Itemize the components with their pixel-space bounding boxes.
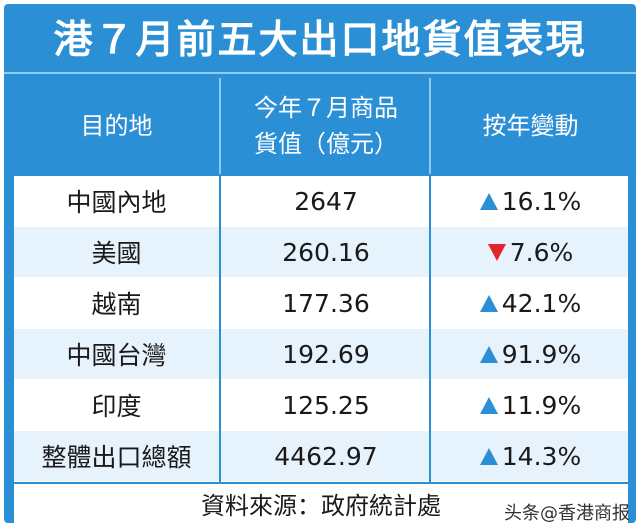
header-destination-label: 目的地	[80, 112, 153, 140]
up-triangle-icon	[479, 396, 498, 414]
table-row: 印度 125.25 11.9%	[14, 380, 628, 430]
header-destination: 目的地	[14, 78, 219, 174]
cell-value: 4462.97	[274, 441, 378, 471]
source-note: 資料來源：政府統計處	[14, 484, 628, 523]
title-divider	[4, 72, 636, 74]
table-row: 越南 177.36 42.1%	[14, 278, 628, 328]
table-title: 港７月前五大出口地貨值表現	[53, 18, 587, 63]
change-percent: 16.1%	[501, 186, 582, 216]
header-change: 按年變動	[433, 78, 628, 174]
cell-change: 14.3%	[433, 431, 628, 481]
column-divider	[219, 176, 221, 482]
header-divider	[219, 78, 221, 174]
header-value-line2: 貨值（億元）	[254, 130, 398, 158]
table-row: 中國台灣 192.69 91.9%	[14, 329, 628, 379]
cell-change: 11.9%	[433, 380, 628, 430]
up-triangle-icon	[479, 294, 498, 312]
column-divider	[429, 176, 431, 482]
cell-change: 16.1%	[433, 176, 628, 226]
cell-value: 125.25	[282, 390, 370, 420]
cell-destination: 中國台灣	[66, 341, 167, 370]
cell-destination: 中國內地	[66, 188, 167, 217]
table-header: 目的地 今年７月商品 貨值（億元） 按年變動	[14, 78, 628, 174]
cell-destination: 越南	[91, 290, 142, 319]
cell-destination: 美國	[91, 239, 142, 268]
down-triangle-icon	[487, 243, 506, 261]
change-percent: 42.1%	[501, 288, 582, 318]
header-value: 今年７月商品 貨值（億元）	[223, 78, 429, 174]
up-triangle-icon	[479, 447, 498, 465]
cell-destination: 整體出口總額	[41, 443, 192, 472]
change-percent: 7.6%	[509, 237, 574, 267]
up-triangle-icon	[479, 192, 498, 210]
cell-change: 7.6%	[433, 227, 628, 277]
table-frame: 港７月前五大出口地貨值表現 目的地 今年７月商品 貨值（億元） 按年變動 整體出…	[4, 4, 636, 523]
cell-change: 91.9%	[433, 329, 628, 379]
cell-value: 177.36	[282, 288, 370, 318]
cell-destination: 印度	[91, 392, 142, 421]
change-percent: 14.3%	[501, 441, 582, 471]
cell-value: 260.16	[282, 237, 370, 267]
cell-value: 192.69	[282, 339, 370, 369]
header-divider	[429, 78, 431, 174]
change-percent: 91.9%	[501, 339, 582, 369]
change-percent: 11.9%	[501, 390, 582, 420]
cell-value: 2647	[294, 186, 358, 216]
up-triangle-icon	[479, 345, 498, 363]
header-value-line1: 今年７月商品	[254, 94, 398, 122]
table-row: 中國內地 2647 16.1%	[14, 176, 628, 226]
cell-change: 42.1%	[433, 278, 628, 328]
watermark: 头条@香港商报	[504, 503, 630, 524]
table-body: 整體出口總額 4462.97 14.3% 印度 125.25 11.9% 中國台灣 192.6…	[14, 176, 628, 482]
header-change-label: 按年變動	[482, 112, 579, 140]
table-row: 美國 260.16 7.6%	[14, 227, 628, 277]
table-row: 整體出口總額 4462.97 14.3%	[14, 431, 628, 481]
